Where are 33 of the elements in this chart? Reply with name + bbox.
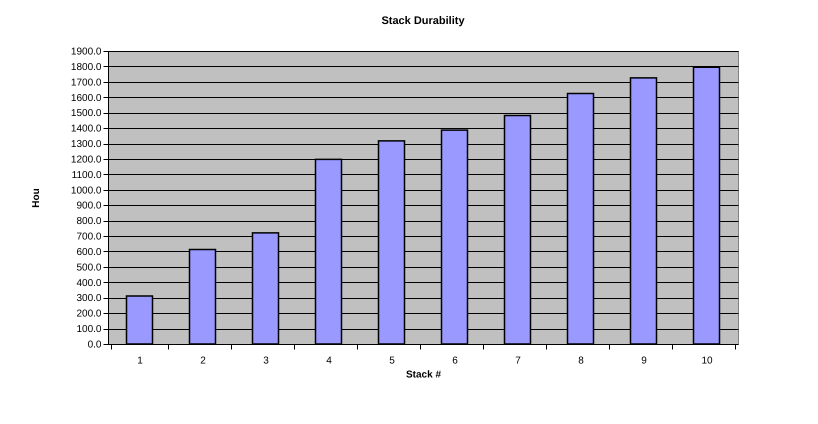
y-tick-label: 800.0 <box>76 216 102 228</box>
x-tick-label: 7 <box>515 356 522 366</box>
x-tick-label: 3 <box>263 356 270 366</box>
y-tick-label: 1000.0 <box>70 185 102 196</box>
y-tick-label: 200.0 <box>76 308 102 320</box>
y-tick-label: 1800.0 <box>70 62 102 73</box>
x-tick-label: 6 <box>452 356 458 366</box>
x-tick-label: 2 <box>200 356 206 366</box>
y-tick-label: 900.0 <box>76 200 102 212</box>
y-tick-label: 1400.0 <box>70 124 102 135</box>
x-tick-label: 1 <box>137 356 144 366</box>
y-tick-label: 1100.0 <box>72 170 102 181</box>
x-tick-label: 5 <box>389 356 396 366</box>
y-tick-label: 600.0 <box>76 246 102 258</box>
y-tick-label: 0.0 <box>88 340 102 350</box>
x-tick-label: 10 <box>701 356 713 366</box>
x-tick-label: 4 <box>326 356 332 366</box>
x-axis-title: Stack # <box>406 370 442 380</box>
y-tick-label: 1500.0 <box>70 108 102 120</box>
y-tick-label: 1900.0 <box>70 46 102 58</box>
y-tick-label: 500.0 <box>76 262 102 274</box>
y-tick-label: 1700.0 <box>70 77 102 88</box>
y-tick-label: 100.0 <box>76 324 102 336</box>
x-tick-label: 8 <box>578 356 584 366</box>
y-tick-label: 1600.0 <box>70 92 102 104</box>
x-tick-label: 9 <box>641 356 648 366</box>
y-tick-label: 1300.0 <box>70 139 102 150</box>
chart-title: Stack Durability <box>381 15 466 27</box>
y-tick-label: 300.0 <box>76 293 102 304</box>
y-axis-title: Hou <box>30 188 42 208</box>
y-tick-label: 400.0 <box>76 278 102 289</box>
y-tick-label: 1200.0 <box>70 154 102 166</box>
y-tick-label: 700.0 <box>76 232 102 243</box>
